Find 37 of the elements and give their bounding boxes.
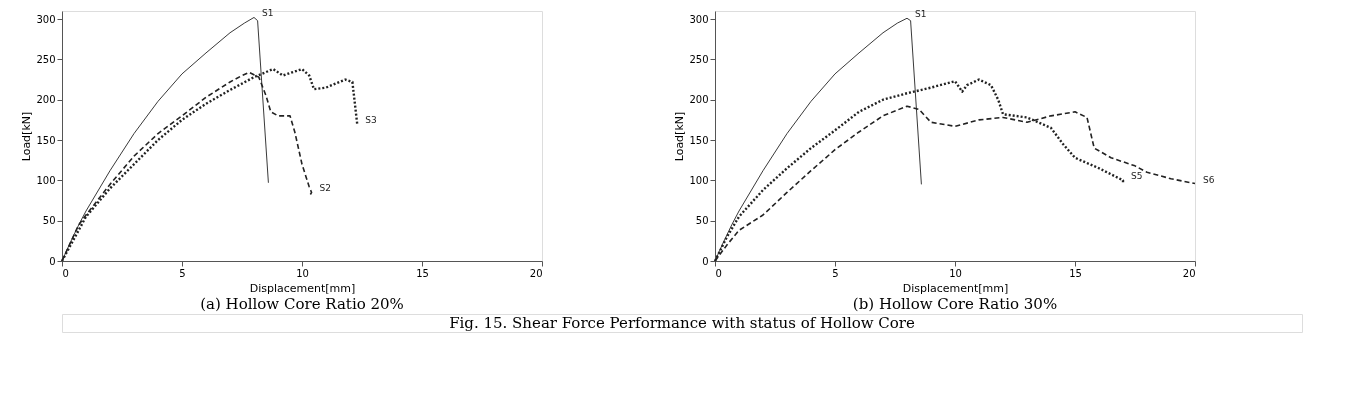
y-tick-label: 200 <box>36 94 56 106</box>
caption: Fig. 15. Shear Force Performance with status of Hollow Core <box>449 314 915 332</box>
series-label: S1 <box>262 8 274 19</box>
y-axis-title: Load[kN] <box>673 111 687 162</box>
x-tick-label: 0 <box>62 267 69 279</box>
y-tick-label: 0 <box>49 255 56 267</box>
y-axis-title: Load[kN] <box>20 111 34 162</box>
y-tick-label: 250 <box>36 53 56 65</box>
y-tick-label: 150 <box>689 134 709 146</box>
y-tick-label: 100 <box>689 174 709 186</box>
x-tick-label: 10 <box>296 267 309 279</box>
series-label: S2 <box>319 183 332 194</box>
y-tick-label: 300 <box>36 13 56 25</box>
x-tick-label: 15 <box>1069 267 1082 279</box>
series-label: S3 <box>365 114 377 125</box>
y-tick-label: 50 <box>695 215 709 227</box>
x-tick-label: 15 <box>416 267 429 279</box>
y-tick-label: 250 <box>689 53 709 65</box>
text: (a) Hollow Core Ratio 20% <box>200 295 404 313</box>
x-axis-title: Displacement[mm] <box>249 281 356 295</box>
y-tick-label: 300 <box>689 13 709 25</box>
y-tick-label: 0 <box>702 255 709 267</box>
y-tick-label: 50 <box>42 215 56 227</box>
y-tick-label: 200 <box>689 94 709 106</box>
series-label: S5 <box>1131 171 1143 182</box>
text: (b) Hollow Core Ratio 30% <box>852 295 1058 313</box>
series-label: S6 <box>1203 174 1215 185</box>
x-tick-label: 10 <box>949 267 962 279</box>
x-tick-label: 20 <box>529 267 543 279</box>
y-tick-label: 150 <box>36 134 56 146</box>
x-tick-label: 20 <box>1182 267 1196 279</box>
x-tick-label: 5 <box>179 267 186 279</box>
series-label: S1 <box>915 9 927 20</box>
x-tick-label: 0 <box>715 267 722 279</box>
y-tick-label: 100 <box>36 174 56 186</box>
x-axis-title: Displacement[mm] <box>902 281 1009 295</box>
x-tick-label: 5 <box>832 267 839 279</box>
